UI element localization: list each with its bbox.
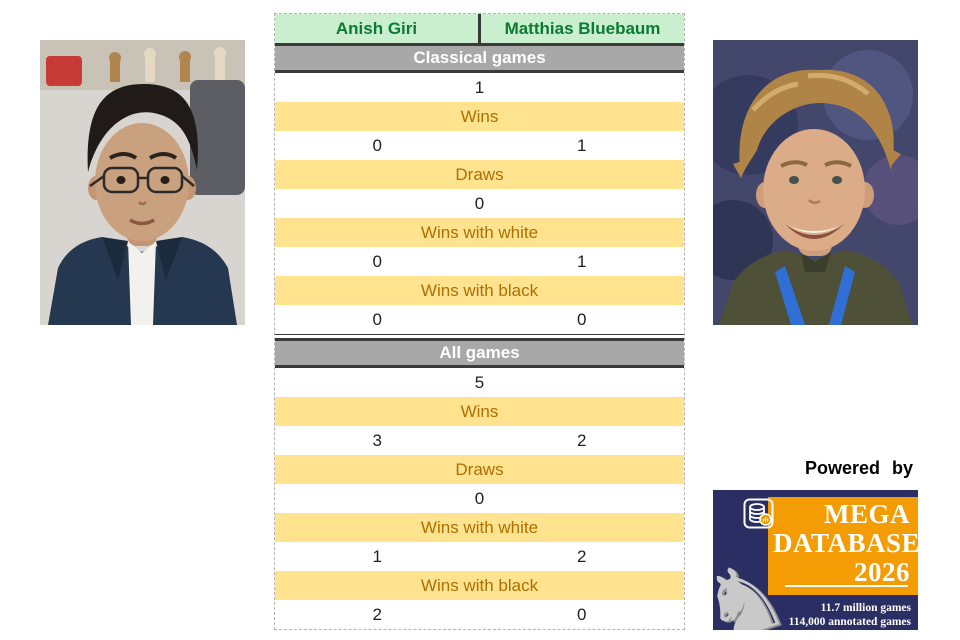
stat-label[interactable]: Wins bbox=[275, 397, 684, 426]
logo-underline bbox=[785, 585, 908, 587]
stat-label[interactable]: Wins with black bbox=[275, 571, 684, 600]
player-name-row: Anish Giri Matthias Bluebaum bbox=[275, 14, 684, 43]
logo-title: MEGA DATABASE 2026 bbox=[773, 499, 918, 587]
logo-stats: 11.7 million games 114,000 annotated gam… bbox=[789, 602, 911, 629]
shirt bbox=[128, 241, 156, 325]
stat-value-left[interactable]: 2 bbox=[372, 604, 382, 624]
logo-orange-panel bbox=[768, 497, 918, 595]
smile bbox=[785, 224, 844, 239]
face bbox=[763, 129, 865, 251]
stat-label[interactable]: Draws bbox=[275, 160, 684, 189]
section-header: Classical games bbox=[275, 43, 684, 73]
stat-value-left[interactable]: 1 bbox=[372, 546, 382, 566]
stat-value-merged[interactable]: 5 bbox=[474, 372, 485, 392]
shirt bbox=[719, 250, 912, 325]
logo-line1: MEGA bbox=[824, 499, 910, 529]
lanyard bbox=[775, 266, 805, 325]
stat-label[interactable]: Draws bbox=[275, 455, 684, 484]
section-header: All games bbox=[275, 338, 684, 368]
section-divider bbox=[275, 334, 684, 338]
stat-value-right[interactable]: 0 bbox=[577, 309, 587, 329]
stat-value-right[interactable]: 1 bbox=[577, 251, 587, 271]
photo-matthias-bluebaum[interactable] bbox=[713, 40, 918, 325]
logo-line2: DATABASE bbox=[773, 528, 918, 558]
stat-value-left[interactable]: 0 bbox=[372, 251, 382, 271]
stat-value-right[interactable]: 2 bbox=[577, 430, 587, 450]
stat-value-merged[interactable]: 0 bbox=[474, 193, 485, 213]
stat-label[interactable]: Wins with white bbox=[275, 513, 684, 542]
stat-value-merged[interactable]: 1 bbox=[474, 77, 485, 97]
stat-value-right[interactable]: 2 bbox=[577, 546, 587, 566]
logo-stat1: 11.7 million games bbox=[820, 602, 911, 614]
stat-value-merged[interactable]: 0 bbox=[474, 488, 485, 508]
stat-label[interactable]: Wins with black bbox=[275, 276, 684, 305]
photo-anish-giri[interactable] bbox=[40, 40, 245, 325]
chair-back bbox=[190, 80, 245, 195]
stat-label[interactable]: Wins bbox=[275, 102, 684, 131]
stat-value-right[interactable]: 1 bbox=[577, 135, 587, 155]
hair bbox=[739, 69, 894, 178]
head-to-head-table: Anish Giri Matthias Bluebaum Classical g… bbox=[274, 13, 685, 630]
stat-value-left[interactable]: 3 bbox=[372, 430, 382, 450]
table-sections: Classical games 1 Wins 0 1 Draws 0 Wins with wh… bbox=[275, 43, 684, 629]
glasses bbox=[89, 166, 195, 194]
player-left-name[interactable]: Anish Giri bbox=[275, 14, 481, 43]
stat-value-left[interactable]: 0 bbox=[372, 135, 382, 155]
logo-stat2: 114,000 annotated games bbox=[788, 615, 911, 628]
database-icon bbox=[743, 498, 774, 529]
logo-line3: 2026 bbox=[854, 557, 910, 587]
mega-database-logo[interactable]: MEGA DATABASE 2026 11.7 million games 11… bbox=[713, 490, 918, 630]
player-right-name[interactable]: Matthias Bluebaum bbox=[504, 18, 661, 38]
chess-pieces-shelf bbox=[109, 47, 226, 82]
hair bbox=[87, 84, 198, 172]
stat-label[interactable]: Wins with white bbox=[275, 218, 684, 247]
stat-value-right[interactable]: 0 bbox=[577, 604, 587, 624]
powered-by-label: Powered by bbox=[804, 458, 913, 478]
stat-value-left[interactable]: 0 bbox=[372, 309, 382, 329]
red-object bbox=[46, 56, 82, 86]
